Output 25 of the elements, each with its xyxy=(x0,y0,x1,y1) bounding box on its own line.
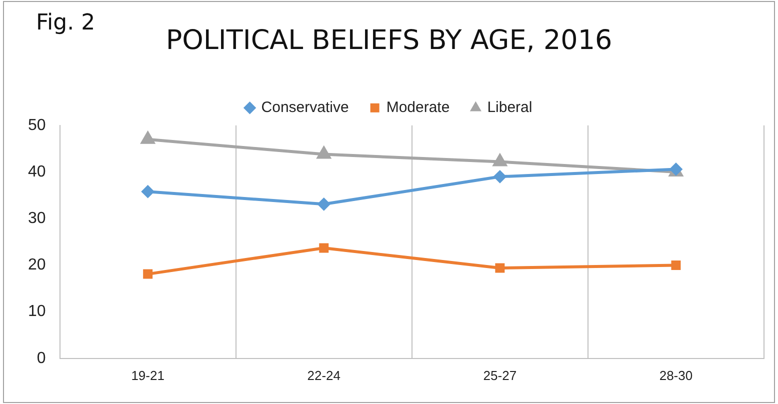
y-tick-label: 10 xyxy=(28,303,46,320)
y-tick-label: 40 xyxy=(28,163,46,180)
legend-label: Conservative xyxy=(261,99,349,116)
y-tick-label: 50 xyxy=(28,116,46,134)
x-tick-label: 28-30 xyxy=(659,368,693,383)
x-tick-label: 22-24 xyxy=(307,368,340,383)
point xyxy=(493,170,506,184)
legend-label: Moderate xyxy=(386,99,450,116)
point xyxy=(141,185,154,198)
y-tick-label: 20 xyxy=(28,256,46,274)
x-tick-label: 19-21 xyxy=(131,368,164,383)
point xyxy=(140,130,156,144)
x-tick-label: 25-27 xyxy=(483,368,517,383)
point xyxy=(319,243,329,253)
point xyxy=(495,263,505,273)
legend-label: Liberal xyxy=(487,99,532,116)
point xyxy=(671,260,681,270)
point xyxy=(317,198,330,211)
chart-title: POLITICAL BELIEFS BY AGE, 2016 xyxy=(166,25,612,56)
point xyxy=(316,146,332,159)
y-tick-label: 0 xyxy=(36,350,46,367)
point xyxy=(143,269,153,279)
point xyxy=(492,153,508,166)
y-tick-label: 30 xyxy=(28,210,46,228)
caption: Fig. 2 xyxy=(36,10,96,36)
